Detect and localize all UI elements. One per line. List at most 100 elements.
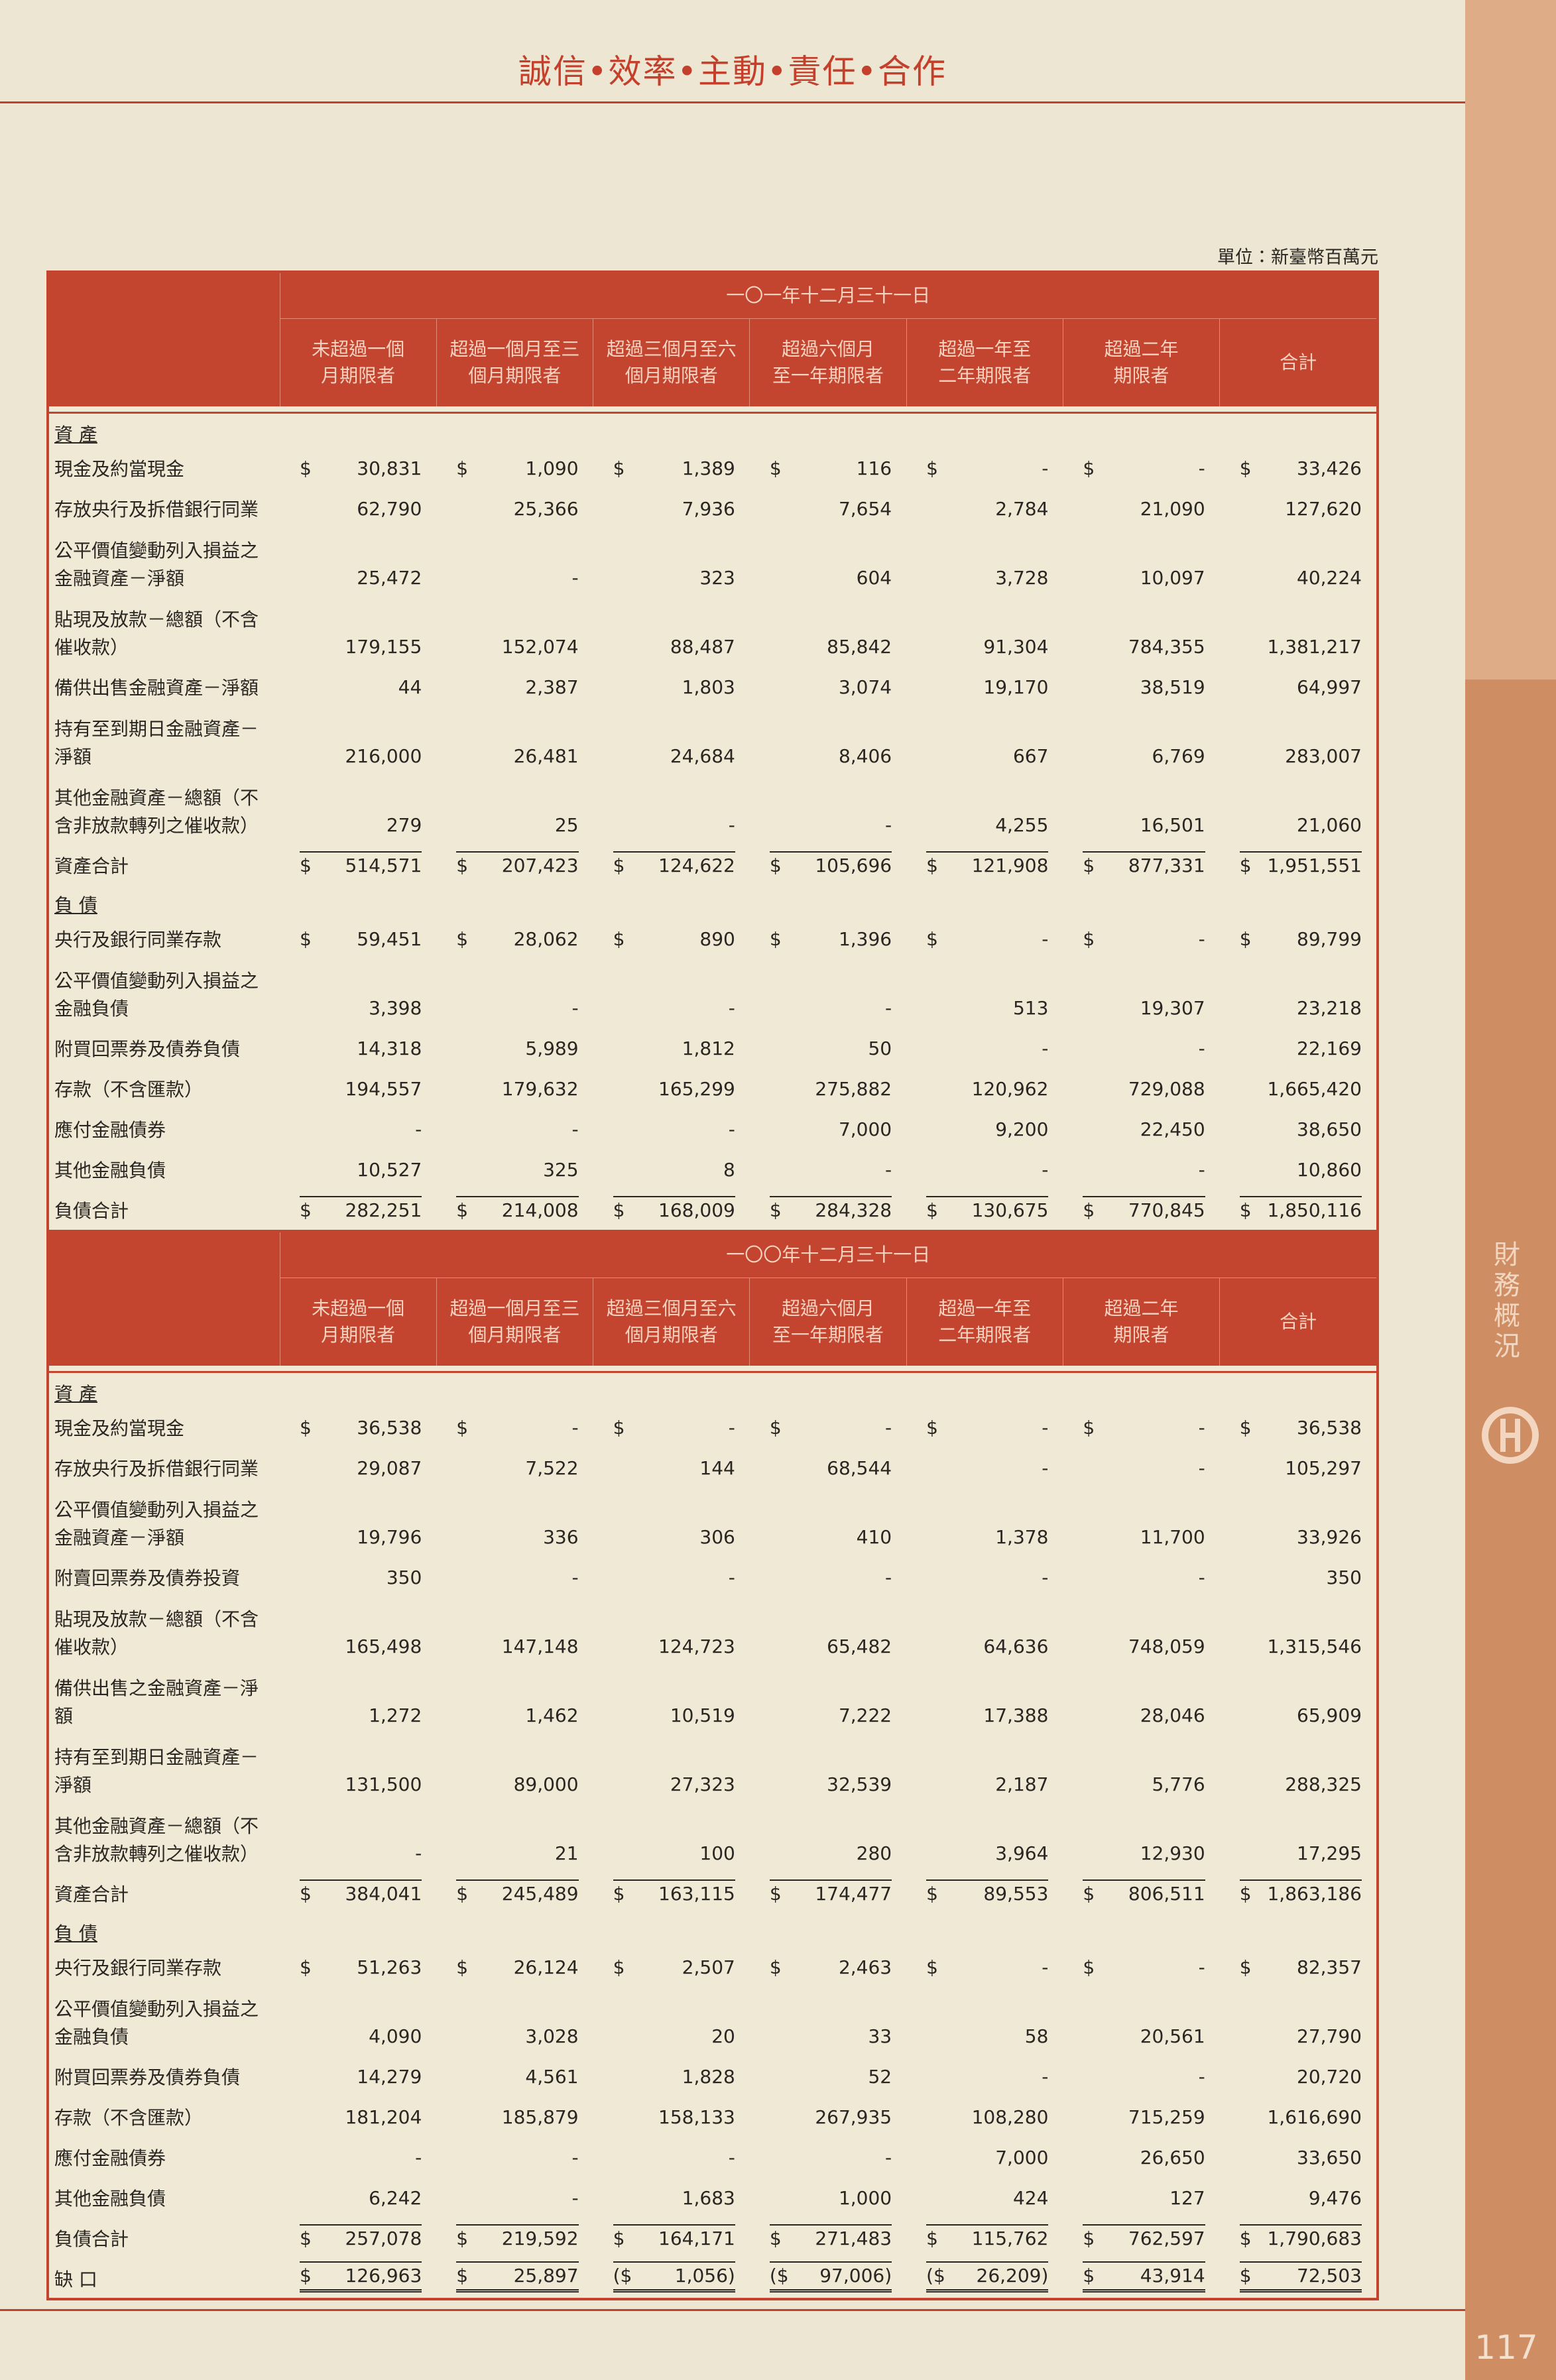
cell: 5,989 (436, 1027, 593, 1067)
data-row: 其他金融資產－總額（不 含非放款轉列之催收款） - 21 100 280 3,964 12,… (49, 1803, 1376, 1872)
amount: - (571, 1417, 579, 1439)
section-title: 負 債 (49, 884, 1376, 918)
cell: $ - (436, 1406, 593, 1447)
cell: 1,812 (593, 1027, 750, 1067)
amount: - (1042, 2066, 1049, 2088)
data-row: 缺 口 $126,963 $25,897 ($ 1,056) ($ 97,006) ($ 26,… (49, 2257, 1376, 2298)
cell-box: - (770, 812, 892, 839)
cell-box: 604 (770, 565, 892, 591)
row-label: 央行及銀行同業存款 (54, 929, 222, 951)
amount: 1,462 (525, 1704, 579, 1726)
period-row: 一〇〇年十二月三十一日 (49, 1232, 1376, 1278)
amount: 88,487 (670, 636, 735, 658)
cell-box: 17,388 (926, 1702, 1048, 1729)
cell: 7,654 (750, 487, 906, 528)
cell: $514,571 (280, 844, 436, 884)
currency: $ (300, 1883, 312, 1905)
amount: 19,307 (1140, 997, 1205, 1019)
cell-box: 21,090 (1083, 496, 1205, 522)
cell: 4,561 (436, 2055, 593, 2096)
cell: $116 (750, 447, 906, 487)
cell: 7,000 (906, 2136, 1063, 2176)
cell: 89,000 (436, 1734, 593, 1803)
cell: 1,665,420 (1220, 1067, 1376, 1108)
cell: 68,544 (750, 1447, 906, 1487)
amount: - (885, 2147, 892, 2169)
amount: 105,297 (1285, 1457, 1362, 1479)
cell: $36,538 (280, 1406, 436, 1447)
cell-box: - (613, 1565, 735, 1591)
cell-box: 147,148 (456, 1634, 579, 1660)
amount: 279 (386, 814, 422, 836)
amount: - (571, 2187, 579, 2209)
cell-box: 6,769 (1083, 743, 1205, 770)
currency: $ (613, 457, 625, 479)
cell: $121,908 (906, 844, 1063, 884)
cell: 64,636 (906, 1596, 1063, 1665)
cell-box: 350 (300, 1565, 422, 1591)
cell: 604 (750, 528, 906, 597)
cell: ($ 97,006) (750, 2257, 906, 2298)
cell-box: 323 (613, 565, 735, 591)
amount: 174,477 (815, 1883, 892, 1905)
amount: - (1198, 1567, 1205, 1588)
cell-box: $284,328 (769, 1196, 892, 1224)
amount: 22,450 (1140, 1118, 1205, 1140)
cell-box: $36,538 (1240, 1415, 1362, 1441)
cell-box: 2,187 (926, 1771, 1048, 1798)
amount: 97,006) (819, 2265, 892, 2287)
currency: ($ (769, 2265, 789, 2287)
amount: 1,056) (674, 2265, 735, 2287)
amount: - (1042, 457, 1049, 479)
amount: 336 (543, 1526, 579, 1548)
cell: $115,762 (906, 2217, 1063, 2257)
amount: 130,675 (971, 1199, 1049, 1221)
motto: 誠信•效率•主動•責任•合作 (518, 52, 947, 91)
cell-box: $ - (926, 1954, 1048, 1981)
cell-box: $1,951,551 (1239, 851, 1362, 879)
amount: 25,472 (357, 567, 422, 589)
cell-box: $164,171 (613, 2224, 735, 2252)
amount: 323 (699, 567, 735, 589)
column-header: 超過一年至 二年期限者 (906, 1278, 1063, 1366)
cell: 667 (906, 706, 1063, 775)
currency: $ (1083, 2265, 1095, 2287)
cell-box: 10,519 (613, 1702, 735, 1729)
cell-box: - (456, 1565, 578, 1591)
cell-box: $1,396 (770, 926, 892, 953)
amount: - (885, 1159, 892, 1181)
cell: 33,926 (1220, 1487, 1376, 1556)
cell-box: 5,776 (1083, 1771, 1205, 1798)
cell: - (280, 1108, 436, 1148)
row-label: 其他金融負債 (54, 1160, 166, 1181)
cell: 144 (593, 1447, 750, 1487)
cell-box: 216,000 (300, 743, 422, 770)
cell-box: $1,090 (456, 455, 578, 482)
amount: 64,997 (1297, 676, 1362, 698)
cell: 21 (436, 1803, 593, 1872)
cell: $1,951,551 (1220, 844, 1376, 884)
cell-box: $271,483 (769, 2224, 892, 2252)
amount: - (571, 2147, 579, 2169)
amount: 784,355 (1128, 636, 1205, 658)
amount: 25,897 (513, 2265, 579, 2287)
cell: 22,169 (1220, 1027, 1376, 1067)
cell: 28,046 (1063, 1665, 1219, 1734)
cell-box: 424 (926, 2185, 1048, 2212)
cell-box: 105,297 (1240, 1455, 1362, 1482)
cell: 38,650 (1220, 1108, 1376, 1148)
cell: $770,845 (1063, 1189, 1219, 1229)
cell: - (1063, 1447, 1219, 1487)
cell-box: $ - (926, 926, 1048, 953)
cell-box: $116 (770, 455, 892, 482)
amount: 33,926 (1297, 1526, 1362, 1548)
amount: 124,723 (658, 1636, 735, 1657)
cell-box: 64,636 (926, 1634, 1048, 1660)
data-row: 現金及約當現金 $30,831 $1,090 $1,389 $116 $ - $ - $33,42… (49, 447, 1376, 487)
cell: 85,842 (750, 597, 906, 666)
cell: 325 (436, 1148, 593, 1189)
currency: $ (456, 855, 469, 876)
amount: 20,720 (1297, 2066, 1362, 2088)
row-label: 存款（不含匯款） (54, 2107, 204, 2129)
cell-box: - (613, 812, 735, 839)
